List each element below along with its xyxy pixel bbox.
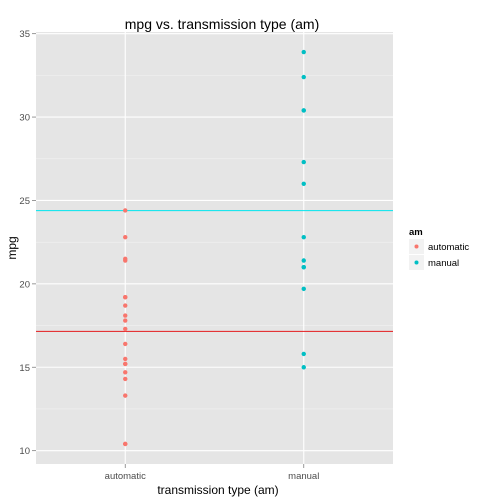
legend: am automatic manual: [409, 227, 469, 270]
data-point-automatic: [123, 295, 128, 300]
data-point-automatic: [123, 341, 128, 347]
data-point-automatic: [123, 318, 128, 323]
data-point-automatic: [123, 361, 128, 367]
data-point-automatic: [123, 313, 128, 318]
mean-lines: [36, 210, 393, 332]
data-point-automatic: [123, 208, 128, 213]
data-points: [123, 49, 306, 447]
data-point-manual: [301, 234, 306, 240]
data-point-automatic: [123, 234, 128, 240]
data-point-automatic: [123, 303, 128, 308]
grid-lines: [36, 32, 393, 464]
y-axis-title: mpg: [5, 236, 19, 259]
y-tick-label: 35: [19, 29, 30, 40]
data-point-manual: [301, 108, 306, 113]
legend-marker-automatic: [414, 244, 419, 249]
chart-title: mpg vs. transmission type (am): [125, 16, 320, 32]
axis-ticks: 10 15 20 25 30 35 automatic manual: [19, 29, 319, 482]
y-tick-label: 15: [19, 363, 30, 374]
data-point-manual: [301, 286, 306, 292]
x-tick-label: manual: [288, 471, 319, 482]
data-point-manual: [301, 181, 306, 186]
x-axis-title: transmission type (am): [157, 483, 278, 497]
data-point-automatic: [123, 370, 128, 375]
data-point-manual: [301, 258, 306, 263]
data-point-manual: [301, 159, 306, 165]
data-point-manual: [301, 351, 306, 357]
y-tick-label: 30: [19, 113, 30, 124]
legend-label-manual: manual: [428, 258, 459, 269]
y-tick-label: 10: [19, 446, 30, 457]
data-point-automatic: [123, 256, 128, 262]
data-point-manual: [301, 74, 306, 80]
data-point-manual: [301, 264, 306, 270]
y-tick-label: 25: [19, 196, 30, 207]
data-point-manual: [301, 49, 306, 55]
data-point-automatic: [123, 393, 128, 398]
data-point-automatic: [123, 441, 128, 447]
data-point-automatic: [123, 326, 128, 332]
legend-marker-manual: [414, 260, 419, 265]
data-point-manual: [301, 365, 306, 370]
plot-panel: [36, 32, 393, 464]
data-point-automatic: [123, 356, 128, 362]
data-point-automatic: [123, 376, 128, 382]
legend-label-automatic: automatic: [428, 242, 469, 253]
x-tick-label: automatic: [105, 471, 146, 482]
legend-title: am: [409, 227, 423, 238]
y-tick-label: 20: [19, 279, 30, 290]
